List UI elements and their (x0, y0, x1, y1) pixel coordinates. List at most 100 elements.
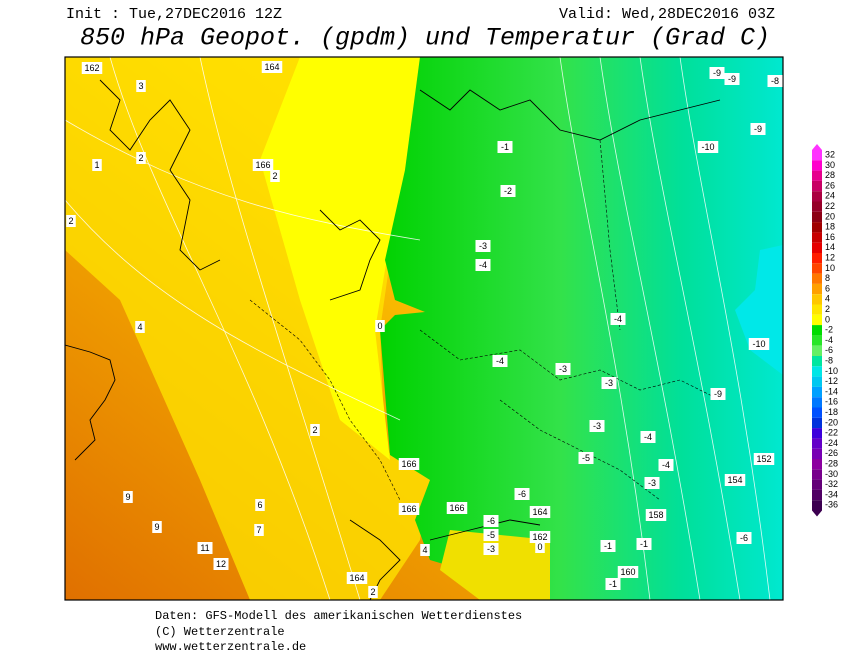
contour-label: -9 (713, 68, 721, 78)
label-box (492, 355, 508, 367)
contour-label: 166 (449, 503, 464, 513)
contour-label: 154 (727, 475, 742, 485)
colorbar-cell (812, 314, 822, 326)
colorbar-label: 4 (825, 294, 830, 304)
cold-core (735, 245, 783, 375)
contour-label: 6 (257, 500, 262, 510)
colorbar-cell (812, 356, 822, 367)
contour-label: -4 (662, 460, 670, 470)
label-box (446, 502, 468, 514)
contour-label: 166 (255, 160, 270, 170)
label-box (645, 509, 667, 521)
footer-source: Daten: GFS-Modell des amerikanischen Wet… (155, 609, 522, 623)
contour-label: -3 (593, 421, 601, 431)
label-box (136, 152, 146, 164)
contour-label: 2 (370, 587, 375, 597)
label-box (605, 578, 621, 590)
colorbar-cell (812, 191, 822, 202)
label-box (92, 159, 102, 171)
label-box (81, 62, 103, 74)
colorbar-cell (812, 366, 822, 377)
colorbar-cap-top (812, 144, 822, 150)
label-box (261, 61, 283, 73)
colorbar-cell (812, 150, 822, 161)
colorbar-label: -20 (825, 417, 838, 427)
contour-label: -4 (496, 356, 504, 366)
colorbar-cell (812, 428, 822, 439)
colorbar-label: -4 (825, 335, 833, 345)
contour-label: 164 (349, 573, 364, 583)
label-box (475, 240, 491, 252)
colorbar-cell (812, 201, 822, 212)
label-box (398, 503, 420, 515)
label-box (529, 506, 551, 518)
colorbar-label: -14 (825, 386, 838, 396)
colorbar-label: 16 (825, 232, 835, 242)
colorbar-label: 30 (825, 160, 835, 170)
label-box (589, 420, 605, 432)
colorbar-label: -32 (825, 479, 838, 489)
colorbar-cell (812, 489, 822, 501)
contour-label: -1 (604, 541, 612, 551)
label-box (123, 491, 133, 503)
label-box (483, 515, 499, 527)
colorbar-label: 28 (825, 170, 835, 180)
contour-label: 158 (648, 510, 663, 520)
colorbar-label: 32 (825, 150, 835, 160)
contour-label: 9 (125, 492, 130, 502)
contour-label: 164 (532, 507, 547, 517)
colorbar-cell (812, 417, 822, 429)
colorbar-cell (812, 459, 822, 470)
label-box (644, 477, 660, 489)
label-box (475, 259, 491, 271)
colorbar-label: 2 (825, 304, 830, 314)
contour-label: -4 (614, 314, 622, 324)
label-box (658, 459, 674, 471)
label-box (697, 141, 719, 153)
label-box (483, 529, 499, 541)
contour-label: 0 (537, 542, 542, 552)
contour-label: 1 (94, 160, 99, 170)
colorbar-label: -28 (825, 459, 838, 469)
colorbar-label: 20 (825, 211, 835, 221)
colorbar-cell (812, 469, 822, 480)
contour-label: -6 (487, 516, 495, 526)
label-box (420, 544, 430, 556)
colorbar-cell (812, 335, 822, 346)
colorbar-cap-bottom (812, 510, 822, 517)
contour-label: 9 (154, 522, 159, 532)
colorbar-label: 14 (825, 242, 835, 252)
borders (249, 139, 721, 501)
colorbar-cell (812, 500, 822, 511)
colorbar-cell (812, 479, 822, 490)
contour-label: -2 (504, 186, 512, 196)
label-box (368, 586, 378, 598)
colorbar-cell (812, 160, 822, 171)
label-box (135, 321, 145, 333)
contour-label: 162 (84, 63, 99, 73)
label-box (197, 542, 213, 554)
label-box (346, 572, 368, 584)
colorbar-cell (812, 386, 822, 398)
label-box (709, 67, 725, 79)
colorbar-cell (812, 242, 822, 253)
footer-copyright: (C) Wetterzentrale (155, 625, 285, 639)
label-box (398, 458, 420, 470)
colorbar-label: 8 (825, 273, 830, 283)
contour-label: -8 (771, 76, 779, 86)
contour-label: 2 (138, 153, 143, 163)
label-box (66, 215, 76, 227)
contour-label: -3 (479, 241, 487, 251)
colorbar-cell (812, 232, 822, 243)
colorbar-label: -10 (825, 366, 838, 376)
contour-label: 162 (532, 532, 547, 542)
colorbar-cell (812, 263, 822, 274)
label-box (152, 521, 162, 533)
contour-label: -1 (501, 142, 509, 152)
yellow-patch (440, 530, 550, 600)
contour-label: -3 (648, 478, 656, 488)
colorbar-label: -12 (825, 376, 838, 386)
label-box (514, 488, 530, 500)
colorbar-label: -6 (825, 345, 833, 355)
colorbar-cell (812, 222, 822, 233)
